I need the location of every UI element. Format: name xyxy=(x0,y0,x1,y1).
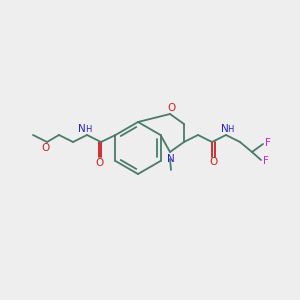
Text: O: O xyxy=(168,103,176,113)
Text: O: O xyxy=(95,158,103,168)
Text: H: H xyxy=(85,124,91,134)
Text: F: F xyxy=(263,156,269,166)
Text: O: O xyxy=(209,157,217,167)
Text: H: H xyxy=(227,124,233,134)
Text: N: N xyxy=(221,124,229,134)
Text: O: O xyxy=(42,143,50,153)
Text: N: N xyxy=(78,124,86,134)
Text: F: F xyxy=(265,138,271,148)
Text: N: N xyxy=(167,154,175,164)
